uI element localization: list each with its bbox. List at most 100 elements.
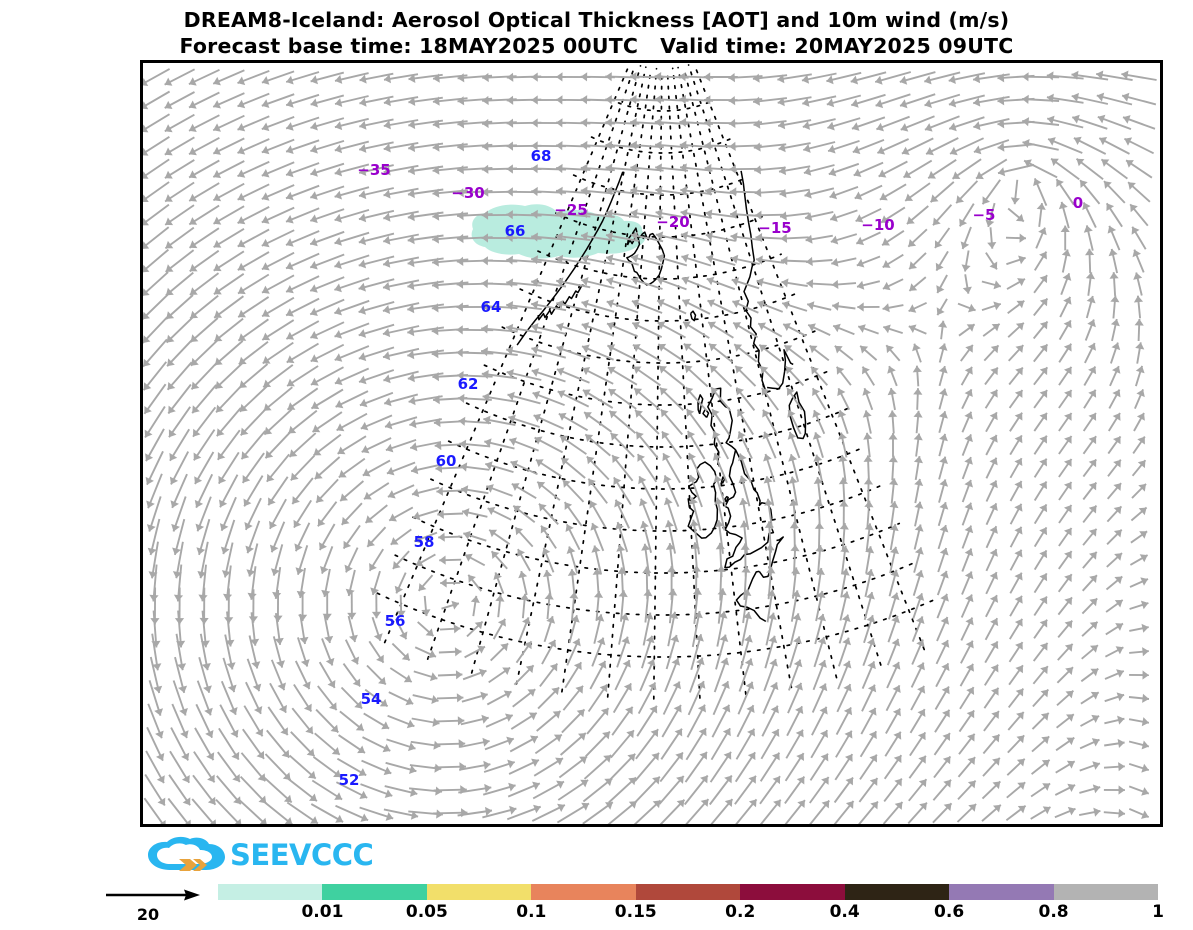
wind-arrow-head: [386, 466, 395, 476]
wind-arrow-head: [164, 124, 173, 133]
wind-arrow-head: [680, 163, 687, 173]
wind-arrow-head: [145, 476, 154, 485]
wind-arrow-head: [295, 567, 305, 575]
wind-arrow-head: [457, 371, 464, 381]
aot-colorbar: [218, 884, 1158, 900]
wind-arrow-head: [164, 77, 173, 86]
wind-arrow-head: [819, 706, 828, 715]
wind-arrow-head: [1015, 665, 1023, 674]
wind-arrow-head: [531, 141, 538, 151]
wind-arrow-head: [926, 147, 934, 156]
wind-arrow-head: [468, 574, 476, 583]
wind-arrow-head: [259, 817, 267, 824]
wind-arrow-head: [1064, 413, 1072, 421]
wind-arrow-head: [704, 95, 711, 105]
wind-arrow-head: [531, 300, 539, 310]
wind-arrow-head: [665, 543, 676, 550]
wind-arrow-head: [831, 257, 839, 267]
colorbar-segment-2: [426, 884, 532, 900]
wind-arrow-head: [630, 140, 637, 150]
wind-arrow-head: [914, 501, 924, 509]
wind-arrow-head: [410, 810, 419, 820]
wind-arrow-head: [314, 471, 323, 479]
wind-arrow-head: [503, 690, 512, 699]
wind-arrow-head: [195, 523, 205, 532]
wind-arrow-head: [1046, 93, 1054, 103]
wind-arrow-head: [506, 323, 514, 333]
wind-arrow-head: [334, 237, 342, 246]
wind-arrow-head: [641, 543, 651, 551]
wind-arrow-head: [558, 412, 567, 421]
wind-arrow-head: [540, 525, 549, 534]
wind-arrow-head: [478, 668, 487, 678]
wind-arrow-head: [221, 570, 231, 578]
wind-arrow-head: [912, 365, 922, 373]
wind-arrow-head: [877, 146, 886, 155]
wind-arrow-head: [719, 634, 729, 642]
wind-arrow-head: [615, 522, 624, 530]
wind-arrow-head: [580, 118, 588, 128]
wind-arrow-head: [167, 358, 175, 367]
wind-arrow-head: [531, 186, 538, 197]
wind-arrow-head: [313, 447, 322, 456]
wind-arrow-head: [531, 323, 539, 332]
wind-arrow-head: [893, 731, 902, 740]
wind-arrow-head: [334, 260, 342, 269]
wind-arrow-head: [325, 657, 335, 666]
wind-arrow-head: [1022, 94, 1029, 104]
forecast-map: 68666462605856545250 −35−30−25−20−15−10−…: [143, 63, 1157, 824]
wind-arrow-head: [763, 476, 773, 484]
wind-arrow-head: [993, 301, 1001, 311]
wind-arrow-head: [812, 388, 820, 397]
wind-arrow-head: [856, 258, 865, 268]
wind-arrow-head: [913, 410, 923, 418]
wind-arrow-head: [715, 542, 725, 550]
wind-arrow-head: [197, 571, 207, 579]
wind-arrow-head: [788, 454, 798, 462]
wind-arrow-head: [787, 410, 796, 418]
wind-arrow-head: [189, 217, 198, 225]
wind-arrow-head: [1015, 345, 1024, 353]
wind-arrow-head: [1064, 505, 1072, 513]
wind-arrow-head: [687, 431, 696, 439]
wind-arrow-head: [556, 254, 564, 264]
wind-arrow-head: [989, 457, 998, 466]
wind-arrow-head: [833, 323, 841, 333]
wind-arrow-head: [940, 593, 949, 602]
wind-arrow-head: [695, 634, 704, 642]
wind-arrow-head: [842, 637, 851, 646]
wind-arrow-head: [146, 524, 156, 532]
wind-arrow-head: [609, 410, 618, 419]
parallel-62: [519, 288, 799, 322]
wind-arrow-head: [270, 568, 280, 576]
wind-arrow-head: [915, 570, 924, 578]
wind-arrow-head: [261, 145, 270, 155]
wind-arrow-head: [908, 239, 917, 247]
colorbar-segment-5: [740, 884, 845, 900]
wind-arrow-head: [818, 660, 827, 668]
wind-arrow-head: [625, 706, 633, 715]
wind-arrow-head: [1067, 783, 1076, 792]
wind-arrow-head: [143, 78, 149, 86]
wind-arrow-head: [630, 208, 638, 218]
wind-arrow-head: [273, 615, 283, 622]
wind-arrow-head: [477, 645, 485, 654]
wind-arrow-head: [189, 147, 197, 156]
wind-arrow-head: [843, 707, 853, 716]
wind-arrow-head: [407, 235, 415, 245]
coastline-faroe: [689, 310, 697, 322]
wind-arrow-head: [1042, 783, 1051, 791]
wind-arrow-head: [973, 74, 981, 84]
wind-arrow-head: [508, 414, 516, 424]
wind-arrow-head: [966, 663, 974, 672]
wind-arrow-head: [316, 494, 324, 503]
wind-arrow-head: [890, 569, 900, 578]
wind-arrow-head: [616, 544, 626, 552]
wind-arrow-head: [813, 477, 823, 484]
wind-arrow-head: [556, 163, 563, 174]
wind-arrow-head: [428, 649, 436, 659]
wind-arrow-head: [964, 571, 974, 580]
wind-arrow-head: [837, 388, 846, 397]
wind-arrow-head: [1104, 181, 1112, 189]
wind-arrow-head: [1124, 137, 1133, 146]
